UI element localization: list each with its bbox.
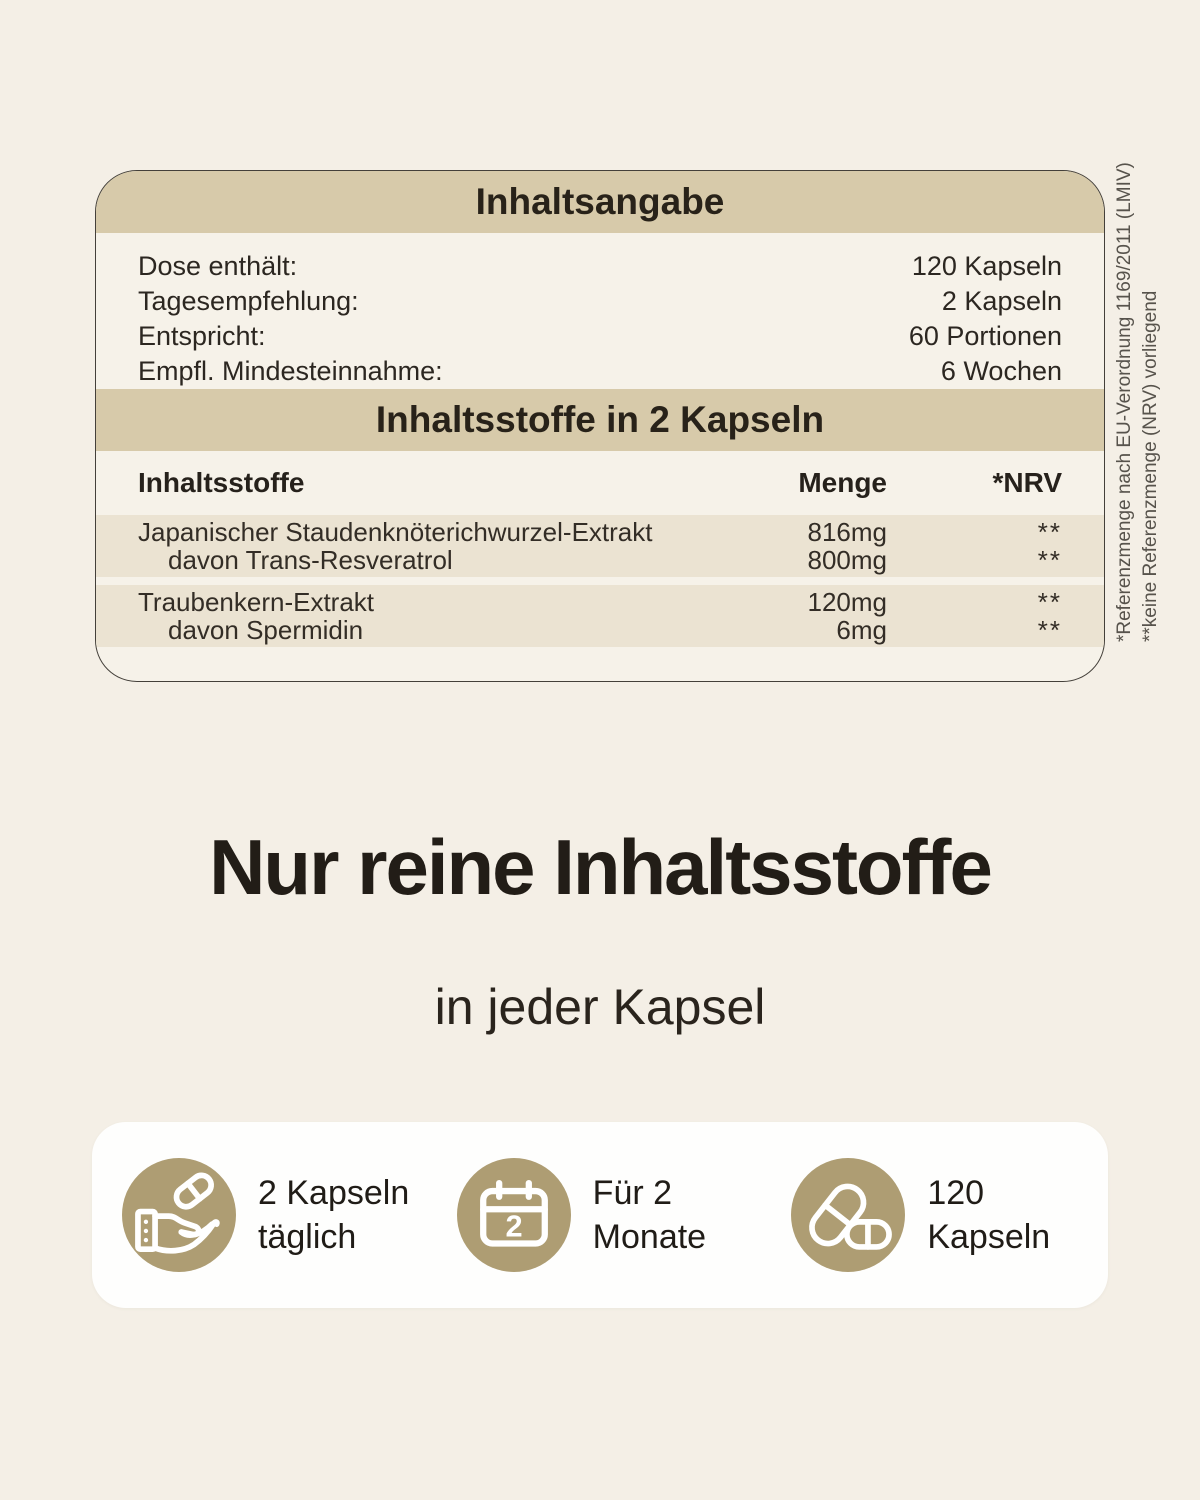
card-subtitle: Inhaltsstoffe in 2 Kapseln <box>375 399 825 440</box>
ingredient-nrv: ** <box>1037 587 1062 617</box>
card-subtitle-band: Inhaltsstoffe in 2 Kapseln <box>96 389 1104 451</box>
card-title: Inhaltsangabe <box>475 181 725 222</box>
calendar-icon: 2 <box>456 1158 571 1272</box>
ingredient-name: davon Spermidin <box>168 615 364 645</box>
table-row: davon Trans-Resveratrol 800mg ** <box>138 546 1062 574</box>
nutrition-facts-card: Inhaltsangabe Dose enthält: 120 Kapseln … <box>95 170 1105 682</box>
info-label: Dose enthält: <box>138 251 298 281</box>
ingredient-nrv: ** <box>1037 517 1062 547</box>
ingredient-name: davon Trans-Resveratrol <box>168 545 453 575</box>
benefit-count: 120 Kapseln <box>767 1158 1102 1272</box>
benefit-label: 120 Kapseln <box>927 1174 1051 1256</box>
benefit-label: 2 Kapseln täglich <box>258 1174 410 1256</box>
ingredients-table-header: Inhaltsstoffe Menge *NRV <box>96 451 1104 515</box>
footnote-reference: *Referenzmenge nach EU-Verordnung 1169/2… <box>1114 162 1135 642</box>
column-header-ingredient: Inhaltsstoffe <box>138 467 305 498</box>
info-label: Entspricht: <box>138 321 266 351</box>
column-header-nrv: *NRV <box>992 467 1062 498</box>
info-value: 60 Portionen <box>908 321 1062 351</box>
ingredient-amount: 800mg <box>807 545 888 575</box>
calendar-number: 2 <box>505 1209 522 1244</box>
benefit-daily-dose: 2 Kapseln täglich <box>98 1158 433 1272</box>
table-row: Japanischer Staudenknöterichwurzel-Extra… <box>138 518 1062 546</box>
info-value: 2 Kapseln <box>941 286 1062 316</box>
footnotes: *Referenzmenge nach EU-Verordnung 1169/2… <box>1112 82 1172 642</box>
info-label: Tagesempfehlung: <box>138 286 359 316</box>
ingredient-name: Traubenkern-Extrakt <box>138 587 375 617</box>
capsules-icon <box>791 1158 906 1272</box>
ingredient-nrv: ** <box>1037 615 1062 645</box>
ingredient-group: Traubenkern-Extrakt 120mg ** davon Sperm… <box>96 585 1104 647</box>
info-row: Dose enthält: 120 Kapseln <box>138 249 1062 284</box>
card-title-band: Inhaltsangabe <box>96 171 1104 233</box>
info-label: Empfl. Mindesteinnahme: <box>138 356 443 386</box>
hand-capsule-icon <box>122 1158 236 1272</box>
info-row: Tagesempfehlung: 2 Kapseln <box>138 284 1062 319</box>
info-row: Entspricht: 60 Portionen <box>138 319 1062 354</box>
dose-info-section: Dose enthält: 120 Kapseln Tagesempfehlun… <box>96 233 1104 389</box>
column-header-amount: Menge <box>798 467 887 498</box>
info-value: 120 Kapseln <box>911 251 1062 281</box>
benefits-card: 2 Kapseln täglich 2 Für 2 Monate <box>92 1122 1108 1308</box>
ingredient-amount: 816mg <box>807 517 888 547</box>
benefit-label: Für 2 Monate <box>592 1174 707 1256</box>
ingredient-nrv: ** <box>1037 545 1062 575</box>
table-row: Traubenkern-Extrakt 120mg ** <box>138 588 1062 616</box>
footnote-nrv: **keine Referenzmenge (NRV) vorliegend <box>1140 290 1161 642</box>
ingredient-name: Japanischer Staudenknöterichwurzel-Extra… <box>138 517 653 547</box>
page-title: Nur reine Inhaltsstoffe <box>209 823 993 911</box>
ingredient-amount: 6mg <box>836 615 887 645</box>
table-row: davon Spermidin 6mg ** <box>138 616 1062 644</box>
page-subtitle: in jeder Kapsel <box>434 979 766 1035</box>
ingredient-group: Japanischer Staudenknöterichwurzel-Extra… <box>96 515 1104 577</box>
benefit-duration: 2 Für 2 Monate <box>433 1158 768 1272</box>
info-value: 6 Wochen <box>940 356 1062 386</box>
ingredient-amount: 120mg <box>807 587 888 617</box>
info-row: Empfl. Mindesteinnahme: 6 Wochen <box>138 354 1062 389</box>
